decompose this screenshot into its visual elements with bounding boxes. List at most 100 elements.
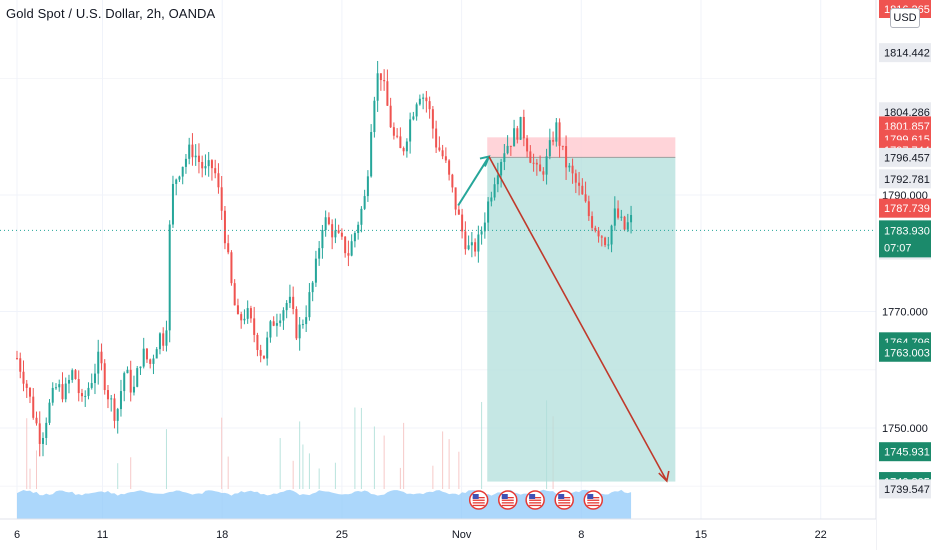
price-label-text: 1787.739 xyxy=(884,203,930,215)
candle-body xyxy=(623,216,626,230)
us-event-flag-icon[interactable] xyxy=(583,490,604,510)
candle-body xyxy=(357,224,360,233)
us-event-flag-icon[interactable] xyxy=(498,490,518,510)
candle-body xyxy=(448,160,451,175)
candle-body xyxy=(604,237,607,246)
price-label-text: 1739.547 xyxy=(884,484,930,496)
candle-body xyxy=(409,119,412,142)
candle-body xyxy=(262,355,265,359)
arrow-down-segment[interactable] xyxy=(488,156,668,482)
candle-body xyxy=(74,370,77,380)
candle-body xyxy=(87,387,90,396)
arrow-up-segment[interactable] xyxy=(457,156,490,207)
flag-stripe xyxy=(587,504,600,507)
candle-body xyxy=(142,348,145,367)
candle-body xyxy=(201,161,204,169)
flag-canton xyxy=(501,494,508,499)
candle-body xyxy=(168,224,171,331)
candle-body xyxy=(542,171,545,175)
candle-body xyxy=(48,402,51,423)
candle-body xyxy=(412,116,415,120)
price-label-text: 1796.457 xyxy=(884,152,930,164)
candle-body xyxy=(493,184,496,198)
candle-body xyxy=(519,116,522,140)
candle-body xyxy=(522,116,525,139)
candle-body xyxy=(61,384,64,400)
candle-body xyxy=(288,296,291,304)
candle-body xyxy=(230,252,233,284)
flag-stripe xyxy=(501,497,514,499)
price-label-box xyxy=(879,198,931,218)
candle-body xyxy=(474,242,477,252)
x-tick-label: 6 xyxy=(14,529,20,541)
candle-body xyxy=(513,128,516,147)
flag-stripe xyxy=(501,504,514,507)
candle-body xyxy=(422,97,425,99)
price-axis[interactable] xyxy=(876,0,932,550)
candle-body xyxy=(509,145,512,147)
candle-body xyxy=(15,358,19,360)
chart-title: Gold Spot / U.S. Dollar, 2h, OANDA xyxy=(6,6,216,21)
candle-body xyxy=(477,234,480,252)
candle-body xyxy=(272,321,275,326)
flag-canton xyxy=(587,494,594,499)
candle-body xyxy=(269,321,272,338)
candle-body xyxy=(178,176,181,180)
candle-body xyxy=(392,127,395,136)
stop-loss-zone[interactable] xyxy=(487,137,676,158)
flag-stripe xyxy=(558,504,571,507)
candle-body xyxy=(360,208,363,225)
x-tick-label: 11 xyxy=(97,529,108,541)
candle-body xyxy=(457,209,460,215)
candle-body xyxy=(90,383,93,388)
candle-body xyxy=(568,165,571,168)
candle-body xyxy=(285,303,288,311)
candle-body xyxy=(308,292,311,318)
candle-body xyxy=(370,132,373,177)
flag-stripe xyxy=(587,502,600,504)
flag-stripe xyxy=(501,499,514,501)
y-tick-label: 1750.000 xyxy=(882,423,928,435)
candle-body xyxy=(165,330,168,346)
candle-body xyxy=(435,128,438,148)
flag-stripe xyxy=(472,504,485,507)
candle-body xyxy=(574,173,577,183)
candle-body xyxy=(555,122,558,142)
current-price-box[interactable] xyxy=(879,220,931,258)
candle-body xyxy=(41,437,44,444)
candle-body xyxy=(279,320,282,324)
candle-body xyxy=(207,160,210,167)
bar-countdown-label: 07:07 xyxy=(884,242,912,254)
us-event-flag-icon[interactable] xyxy=(525,490,545,510)
candle-body xyxy=(467,245,470,250)
flag-stripe xyxy=(558,502,571,504)
candle-body xyxy=(214,168,217,174)
candle-body xyxy=(259,349,262,356)
candle-body xyxy=(233,283,236,306)
candle-body xyxy=(344,236,347,254)
candle-body xyxy=(441,150,444,157)
candle-body xyxy=(28,387,32,397)
currency-selector[interactable]: USD xyxy=(890,8,920,28)
us-event-flag-icon[interactable] xyxy=(554,490,574,510)
candle-body xyxy=(227,243,230,253)
candle-body xyxy=(19,358,22,372)
candle-body xyxy=(480,231,483,235)
candle-body xyxy=(503,153,506,162)
y-tick-label: 1770.000 xyxy=(882,307,928,319)
candle-body xyxy=(175,179,178,184)
time-axis[interactable] xyxy=(0,519,876,550)
candle-body xyxy=(415,104,418,117)
us-event-flag-icon[interactable] xyxy=(468,490,489,510)
price-label-text: 1804.286 xyxy=(884,107,930,119)
candle-body xyxy=(496,175,499,185)
candle-body xyxy=(324,217,327,230)
candle-body xyxy=(110,398,113,400)
candle-body xyxy=(396,135,399,137)
candle-body xyxy=(22,371,25,384)
candle-body xyxy=(64,383,67,400)
candle-body xyxy=(402,148,405,152)
candle-body xyxy=(32,396,35,418)
